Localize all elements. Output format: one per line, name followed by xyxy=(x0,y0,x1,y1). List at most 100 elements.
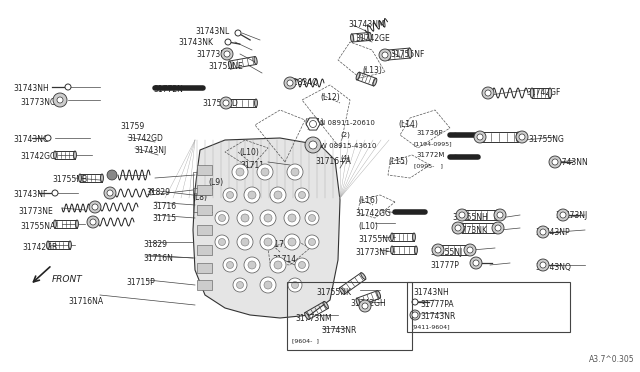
Circle shape xyxy=(379,49,391,61)
Circle shape xyxy=(270,187,286,203)
Circle shape xyxy=(221,48,233,60)
Circle shape xyxy=(305,137,321,153)
Circle shape xyxy=(432,244,444,256)
Circle shape xyxy=(288,238,296,246)
Text: 31716N: 31716N xyxy=(143,254,173,263)
Circle shape xyxy=(235,30,241,36)
Ellipse shape xyxy=(463,210,467,220)
Circle shape xyxy=(227,192,234,199)
Text: 31773NG: 31773NG xyxy=(20,98,56,107)
Text: (L15): (L15) xyxy=(388,157,408,166)
Text: (L17): (L17) xyxy=(267,240,287,249)
Circle shape xyxy=(464,244,476,256)
Ellipse shape xyxy=(74,151,76,159)
Ellipse shape xyxy=(390,246,394,254)
Circle shape xyxy=(470,257,482,269)
Ellipse shape xyxy=(373,78,377,86)
Circle shape xyxy=(291,282,298,289)
Text: 31755NA: 31755NA xyxy=(20,222,55,231)
Text: 31743NH: 31743NH xyxy=(13,84,49,93)
Circle shape xyxy=(260,210,276,226)
Circle shape xyxy=(274,261,282,269)
Text: 31742GC: 31742GC xyxy=(20,152,55,161)
Bar xyxy=(197,185,212,195)
Circle shape xyxy=(241,214,249,222)
Ellipse shape xyxy=(413,233,415,241)
Text: (L8): (L8) xyxy=(192,193,207,202)
Text: 31743NJ: 31743NJ xyxy=(134,146,166,155)
Circle shape xyxy=(288,214,296,222)
Polygon shape xyxy=(306,118,320,130)
Circle shape xyxy=(310,121,317,128)
Text: [1194-0995]: [1194-0995] xyxy=(414,141,452,146)
Circle shape xyxy=(549,156,561,168)
Circle shape xyxy=(248,261,256,269)
Circle shape xyxy=(90,219,96,225)
Text: 31742GF: 31742GF xyxy=(526,88,561,97)
Circle shape xyxy=(264,238,272,246)
Text: 31743NQ: 31743NQ xyxy=(535,263,571,272)
Circle shape xyxy=(298,192,305,199)
Ellipse shape xyxy=(100,174,104,182)
Ellipse shape xyxy=(516,132,520,142)
Circle shape xyxy=(248,191,256,199)
Circle shape xyxy=(264,281,272,289)
Ellipse shape xyxy=(54,151,56,159)
Circle shape xyxy=(89,201,101,213)
Text: 31716: 31716 xyxy=(152,202,176,211)
Ellipse shape xyxy=(324,301,328,308)
Circle shape xyxy=(382,52,388,58)
Ellipse shape xyxy=(228,61,232,69)
Circle shape xyxy=(227,262,234,269)
Circle shape xyxy=(494,209,506,221)
Bar xyxy=(407,282,570,332)
Circle shape xyxy=(223,188,237,202)
Circle shape xyxy=(260,234,276,250)
Circle shape xyxy=(537,226,549,238)
Text: [0995-   ]: [0995- ] xyxy=(414,163,443,168)
Ellipse shape xyxy=(305,312,309,320)
Circle shape xyxy=(284,210,300,226)
Circle shape xyxy=(305,235,319,249)
Circle shape xyxy=(57,97,63,103)
Ellipse shape xyxy=(76,220,79,228)
Bar xyxy=(197,280,212,290)
Text: 31773NM: 31773NM xyxy=(295,314,332,323)
Circle shape xyxy=(244,187,260,203)
Text: 31711: 31711 xyxy=(240,161,264,170)
Circle shape xyxy=(362,303,368,309)
Circle shape xyxy=(459,212,465,218)
Ellipse shape xyxy=(369,32,371,41)
Circle shape xyxy=(555,159,561,165)
Text: 31772N: 31772N xyxy=(153,85,183,94)
Ellipse shape xyxy=(495,210,499,220)
Ellipse shape xyxy=(255,99,257,107)
Circle shape xyxy=(215,235,229,249)
Circle shape xyxy=(495,225,501,231)
Text: 31743NR: 31743NR xyxy=(321,326,356,335)
Text: 31773NH: 31773NH xyxy=(196,50,232,59)
Text: 31743NH: 31743NH xyxy=(413,288,449,297)
Ellipse shape xyxy=(467,245,470,255)
Circle shape xyxy=(482,87,494,99)
Circle shape xyxy=(537,259,549,271)
Circle shape xyxy=(298,262,305,269)
Circle shape xyxy=(519,134,525,140)
Text: 31743NF: 31743NF xyxy=(13,190,47,199)
Circle shape xyxy=(542,229,548,235)
Circle shape xyxy=(260,277,276,293)
Ellipse shape xyxy=(356,72,360,80)
Text: 31742GG: 31742GG xyxy=(355,209,391,218)
Text: [9604-  ]: [9604- ] xyxy=(292,338,319,343)
Circle shape xyxy=(223,258,237,272)
Circle shape xyxy=(223,100,229,106)
Text: 31755NG: 31755NG xyxy=(528,135,564,144)
Text: 31743NL: 31743NL xyxy=(195,27,229,36)
Circle shape xyxy=(562,212,568,218)
Ellipse shape xyxy=(386,50,390,60)
Circle shape xyxy=(542,262,548,268)
Circle shape xyxy=(65,84,71,90)
Text: 31755NE: 31755NE xyxy=(208,62,243,71)
Text: 31755NB: 31755NB xyxy=(52,175,87,184)
Ellipse shape xyxy=(408,48,412,58)
